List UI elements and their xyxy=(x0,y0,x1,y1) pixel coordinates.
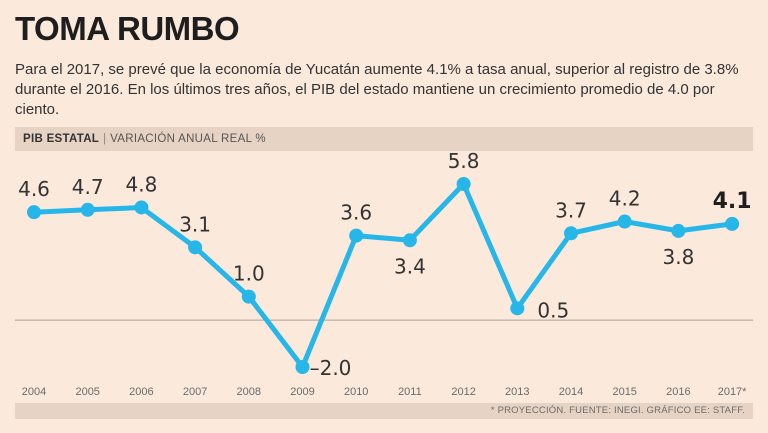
data-point-2004 xyxy=(27,205,41,220)
chart-label-main: PIB ESTATAL xyxy=(23,133,100,145)
data-point-2007 xyxy=(188,240,203,255)
x-tick-2008: 2008 xyxy=(237,386,261,398)
x-tick-2016: 2016 xyxy=(666,386,690,398)
data-point-2016 xyxy=(671,223,686,238)
data-label-2005: 4.7 xyxy=(72,175,104,199)
x-tick-2014: 2014 xyxy=(559,386,583,398)
x-tick-2011: 2011 xyxy=(398,386,422,398)
chart-footnote: * PROYECCIÓN. FUENTE: INEGI. GRÁFICO EE:… xyxy=(15,403,753,419)
data-point-2017* xyxy=(725,216,740,231)
x-tick-2009: 2009 xyxy=(290,386,314,398)
series-line xyxy=(31,181,735,370)
data-point-2008 xyxy=(241,289,256,304)
data-label-2016: 3.8 xyxy=(662,245,694,269)
data-point-2005 xyxy=(80,202,95,217)
footnote-text: * PROYECCIÓN. FUENTE: INEGI. GRÁFICO EE:… xyxy=(490,405,745,416)
data-label-2011: 3.4 xyxy=(394,254,426,278)
data-label-2009: –2.0 xyxy=(310,356,352,380)
x-tick-2005: 2005 xyxy=(75,386,99,398)
data-label-2017*: 4.1 xyxy=(713,189,752,214)
data-point-2011 xyxy=(402,233,417,248)
data-point-2013 xyxy=(510,301,525,316)
page-title: TOMA RUMBO xyxy=(15,10,240,47)
x-tick-2013: 2013 xyxy=(505,386,529,398)
data-point-2012 xyxy=(456,177,471,191)
x-tick-2017*: 2017* xyxy=(718,386,747,398)
chart-label-bar: PIB ESTATAL | VARIACIÓN ANUAL REAL % xyxy=(15,127,753,151)
x-tick-2012: 2012 xyxy=(451,386,475,398)
data-point-2015 xyxy=(617,214,632,229)
x-tick-2006: 2006 xyxy=(129,386,153,398)
x-tick-2007: 2007 xyxy=(183,386,207,398)
data-label-2015: 4.2 xyxy=(609,187,641,211)
data-label-2007: 3.1 xyxy=(179,212,211,236)
x-tick-2010: 2010 xyxy=(344,386,368,398)
data-label-2008: 1.0 xyxy=(233,262,265,286)
data-label-2010: 3.6 xyxy=(340,201,372,225)
data-point-2006 xyxy=(134,200,149,215)
x-tick-2015: 2015 xyxy=(612,386,636,398)
label-separator: | xyxy=(103,133,107,145)
data-label-2006: 4.8 xyxy=(125,172,157,196)
x-tick-2004: 2004 xyxy=(22,386,46,398)
data-label-2004: 4.6 xyxy=(18,177,50,201)
chart-label-sub: VARIACIÓN ANUAL REAL % xyxy=(110,133,266,145)
data-label-2012: 5.8 xyxy=(448,149,480,173)
data-point-2010 xyxy=(349,228,364,243)
data-point-2014 xyxy=(564,226,578,241)
data-label-2014: 3.7 xyxy=(555,198,587,222)
chart-subtitle: Para el 2017, se prevé que la economía d… xyxy=(15,61,739,118)
data-point-2009 xyxy=(295,360,310,374)
data-label-2013: 0.5 xyxy=(537,298,569,322)
